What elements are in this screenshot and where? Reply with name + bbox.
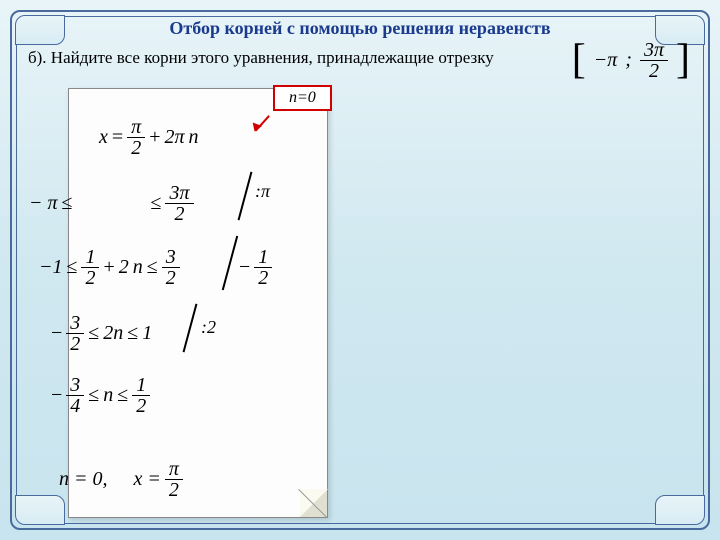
left-bracket: [ [572,44,586,78]
eq-1: x = π 2 + 2πn [99,117,199,158]
divider-2 [222,236,238,291]
work-paper: n=0 x = π 2 + 2πn − π ≤ ≤ 3π 2 :π −1 ≤ 1… [68,88,328,518]
op-label-2: − 1 2 [239,247,272,288]
divider-1 [238,172,253,221]
eq-5: − 3 4 ≤ n ≤ 1 2 [51,375,150,416]
page-title: Отбор корней с помощью решения неравенст… [0,18,720,39]
corner-bl [15,495,65,525]
subtitle: б). Найдите все корни этого уравнения, п… [28,48,494,68]
eq-2: − π ≤ ≤ 3π 2 [29,183,194,224]
interval-left: −π [594,49,618,72]
op-label-3: :2 [201,317,216,338]
n-callout: n=0 [273,85,332,111]
op-label-1: :π [255,181,270,202]
eq-3: −1 ≤ 1 2 + 2n ≤ 3 2 [39,247,180,288]
interval-right: 3π 2 [640,40,668,81]
right-bracket: ] [676,44,690,78]
corner-br [655,495,705,525]
page-fold-line [299,489,327,517]
eq-6: n = 0, x = π 2 [59,459,183,500]
divider-3 [183,304,198,353]
interval: [ −π ; 3π 2 ] [572,40,690,81]
eq-4: − 3 2 ≤ 2n ≤ 1 [51,313,152,354]
interval-sep: ; [625,49,632,72]
